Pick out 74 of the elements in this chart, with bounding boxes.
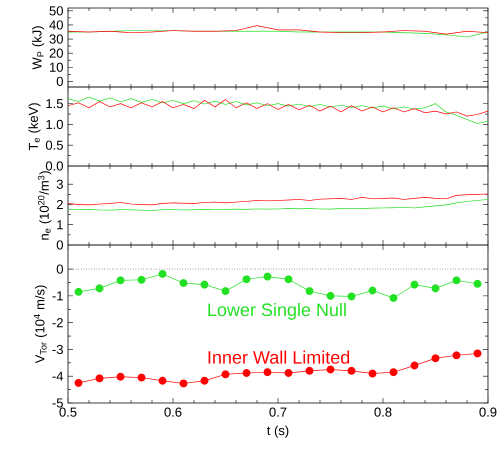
y-tick-label: 0 bbox=[56, 240, 63, 250]
point bbox=[74, 378, 82, 387]
point bbox=[452, 351, 460, 360]
series-label: Lower Single Null bbox=[208, 302, 346, 320]
point bbox=[116, 372, 124, 381]
point bbox=[96, 284, 104, 292]
point bbox=[180, 379, 188, 388]
point bbox=[474, 349, 482, 358]
y-axis-title: W$_{P}$ (kJ) bbox=[32, 26, 44, 70]
point bbox=[222, 287, 230, 295]
y-tick-label: -1 bbox=[52, 291, 63, 300]
y-tick-label: -3 bbox=[52, 344, 63, 354]
point bbox=[242, 369, 250, 377]
point bbox=[390, 368, 398, 376]
point bbox=[306, 366, 314, 375]
y-tick-label: -2 bbox=[52, 318, 63, 328]
point bbox=[284, 275, 292, 284]
point bbox=[74, 288, 82, 296]
y-tick-label: 0 bbox=[56, 76, 63, 86]
point bbox=[264, 272, 272, 281]
series-label: Inner Wall Limited bbox=[208, 350, 350, 364]
y-tick-label: 50 bbox=[50, 6, 63, 16]
x-tick-label: 0.9 bbox=[479, 408, 496, 417]
point bbox=[348, 366, 356, 375]
x-tick-label: 0.7 bbox=[269, 408, 286, 417]
point bbox=[410, 280, 418, 289]
y-tick-label: 1.0 bbox=[46, 120, 63, 130]
point bbox=[390, 294, 398, 302]
y-tick-label: -5 bbox=[52, 398, 63, 408]
y-axis-title: n$_{e}$ (10$^{20}$/m$^{3}$) bbox=[38, 171, 52, 240]
point bbox=[264, 368, 272, 376]
point bbox=[200, 376, 208, 385]
y-tick-label: 0 bbox=[56, 264, 63, 274]
y-axis-title: V$_{Tor}$ (10$^{4}$ m/s) bbox=[34, 285, 48, 364]
y-tick-label: 1 bbox=[57, 220, 63, 230]
point bbox=[158, 376, 166, 385]
point bbox=[158, 270, 166, 278]
point bbox=[222, 370, 230, 378]
point bbox=[452, 276, 460, 284]
line-series bbox=[68, 96, 488, 124]
y-tick-label: 20 bbox=[50, 48, 63, 58]
point bbox=[474, 280, 482, 288]
line-series bbox=[68, 25, 488, 34]
y-tick-label: 30 bbox=[50, 34, 63, 44]
point bbox=[180, 279, 188, 287]
x-axis-title: t (s) bbox=[267, 426, 288, 438]
x-tick-label: 0.8 bbox=[374, 408, 392, 417]
point bbox=[348, 292, 356, 300]
point bbox=[368, 286, 376, 294]
point bbox=[326, 366, 334, 374]
y-tick-label: 1.5 bbox=[46, 99, 63, 108]
line-series bbox=[68, 99, 488, 116]
y-tick-label: -4 bbox=[52, 372, 64, 381]
point bbox=[432, 284, 440, 292]
point bbox=[432, 354, 440, 362]
point bbox=[138, 276, 146, 284]
y-axis-title: T$_{e}$ (keV) bbox=[28, 103, 41, 150]
y-tick-label: 0.5 bbox=[46, 140, 63, 150]
point bbox=[96, 374, 104, 382]
point bbox=[116, 276, 124, 284]
y-tick-label: 40 bbox=[49, 20, 63, 30]
point bbox=[284, 369, 292, 377]
point bbox=[138, 374, 146, 382]
point bbox=[242, 275, 250, 284]
x-tick-label: 0.6 bbox=[164, 408, 182, 417]
y-tick-label: 10 bbox=[50, 62, 63, 72]
y-tick-label: 3 bbox=[56, 180, 63, 189]
point bbox=[410, 362, 418, 370]
point bbox=[200, 280, 208, 289]
point bbox=[326, 292, 334, 300]
y-tick-label: 0.0 bbox=[46, 161, 63, 171]
y-tick-label: 2 bbox=[56, 200, 63, 210]
point bbox=[368, 370, 376, 378]
point bbox=[306, 287, 314, 295]
